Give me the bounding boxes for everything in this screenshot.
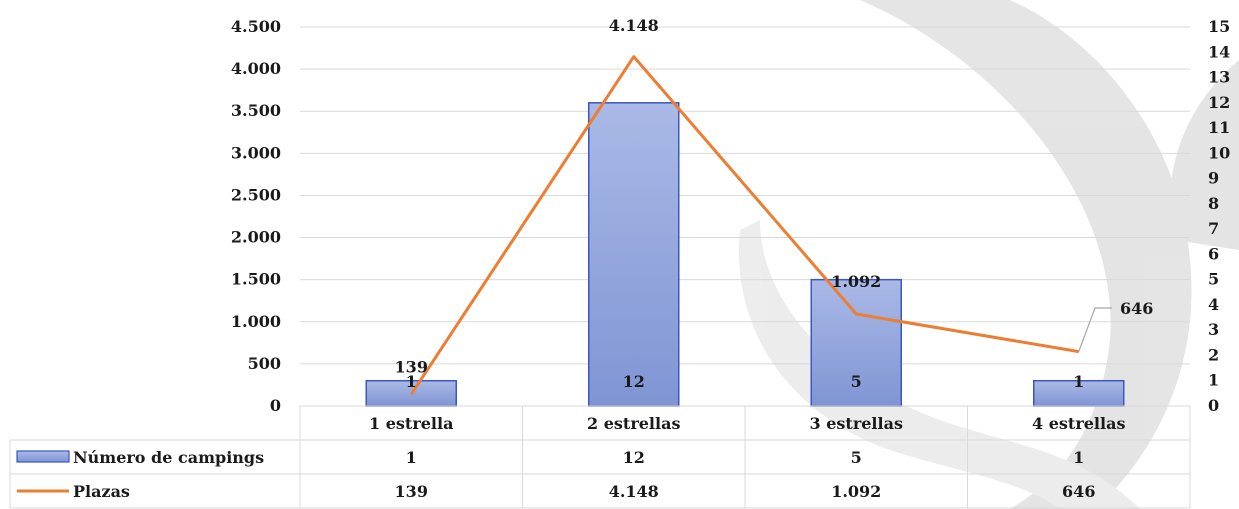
y-right-tick-label: 13: [1208, 68, 1230, 87]
data-table: 1 estrella 2 estrellas 3 estrellas 4 estrel…: [9, 405, 1191, 509]
y-left-tick-label: 1.000: [231, 312, 281, 331]
table-cell-plazas: 646: [1062, 482, 1095, 501]
y-right-tick-label: 4: [1208, 295, 1219, 314]
y-right-tick-label: 5: [1208, 270, 1219, 289]
table-cell-plazas: 1.092: [831, 482, 881, 501]
table-cell-plazas: 4.148: [609, 482, 659, 501]
y-left-tick-label: 3.000: [231, 143, 281, 162]
bar-data-label: 5: [851, 372, 862, 391]
y-right-tick-label: 14: [1208, 42, 1230, 61]
y-right-tick-label: 9: [1208, 169, 1219, 188]
y-right-tick-label: 11: [1208, 118, 1230, 137]
y-right-tick-label: 7: [1208, 219, 1219, 238]
bar: [588, 102, 680, 407]
line-data-label: 4.148: [609, 16, 659, 35]
label-leader-line: [1078, 307, 1112, 352]
y-left-tick-label: 4.000: [231, 59, 281, 78]
line-data-label: 646: [1120, 299, 1153, 318]
y-axis-left: 0 500 1.000 1.500 2.000 2.500 3.000 3.500 4.000 4…: [231, 17, 281, 415]
y-left-tick-label: 1.500: [231, 270, 281, 289]
table-cell-campings: 1: [1073, 448, 1084, 467]
y-right-tick-label: 12: [1208, 93, 1230, 112]
x-category-label: 1 estrella: [369, 414, 453, 433]
y-left-tick-label: 3.500: [231, 101, 281, 120]
y-right-tick-label: 10: [1208, 143, 1230, 162]
bar: [810, 278, 902, 407]
y-left-tick-label: 4.500: [231, 17, 281, 36]
gridlines: [300, 26, 1190, 365]
bar-data-label: 12: [623, 372, 645, 391]
bar: [1033, 379, 1125, 407]
x-category-label: 2 estrellas: [587, 414, 680, 433]
y-right-tick-label: 8: [1208, 194, 1219, 213]
line-series: [409, 55, 1079, 396]
y-right-tick-label: 2: [1208, 345, 1219, 364]
plazas-line: [409, 55, 1079, 396]
y-right-tick-label: 3: [1208, 320, 1219, 339]
x-category-label: 3 estrellas: [810, 414, 903, 433]
y-right-tick-label: 1: [1208, 371, 1219, 390]
bar-data-label: 1: [406, 372, 417, 391]
y-left-tick-label: 500: [248, 354, 281, 373]
legend-label-bar: Número de campings: [73, 448, 264, 467]
y-left-tick-label: 0: [270, 396, 281, 415]
legend-label-line: Plazas: [73, 482, 130, 501]
x-category-label: 4 estrellas: [1032, 414, 1125, 433]
y-right-tick-label: 15: [1208, 17, 1230, 36]
y-right-tick-label: 0: [1208, 396, 1219, 415]
y-right-tick-label: 6: [1208, 244, 1219, 263]
table-cell-campings: 5: [851, 448, 862, 467]
line-data-label: 139: [395, 358, 428, 377]
table-cell-campings: 12: [623, 448, 645, 467]
table-cell-plazas: 139: [395, 482, 428, 501]
y-left-tick-label: 2.500: [231, 185, 281, 204]
legend-key-bar: [16, 450, 70, 463]
table-cell-campings: 1: [406, 448, 417, 467]
line-data-label: 1.092: [831, 272, 881, 291]
bar-data-label: 1: [1073, 372, 1084, 391]
y-left-tick-label: 2.000: [231, 228, 281, 247]
